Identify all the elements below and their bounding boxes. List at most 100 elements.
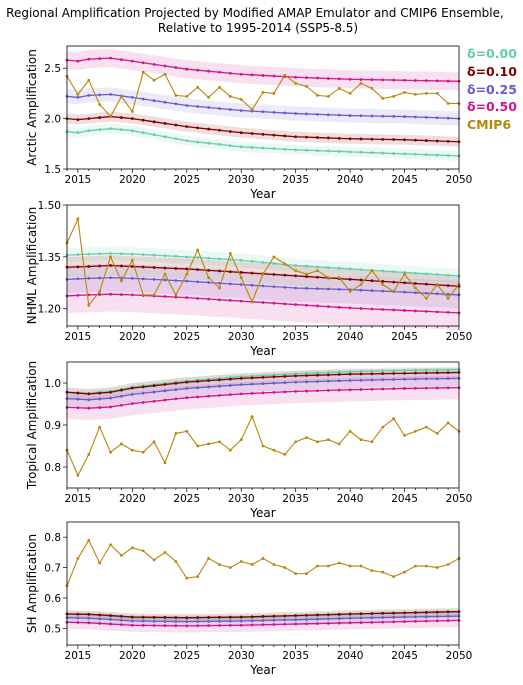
cmip6-point-2047: [424, 296, 428, 300]
cmip6-point-2048: [435, 432, 439, 435]
series-point-δ=0.00-2036: [305, 148, 308, 152]
series-point-δ=0.10-2031: [250, 615, 254, 619]
cmip6-point-2023: [163, 272, 167, 276]
series-point-δ=0.25-2016: [87, 276, 91, 280]
series-point-δ=0.50-2049: [446, 619, 450, 623]
series-point-δ=0.25-2044: [392, 114, 396, 118]
cmip6-point-2040: [348, 290, 352, 293]
cmip6-point-2041: [359, 81, 363, 85]
series-point-δ=0.00-2046: [414, 368, 417, 372]
series-point-δ=0.10-2019: [120, 614, 123, 618]
series-point-δ=0.25-2023: [163, 278, 167, 282]
series-point-δ=0.25-2019: [120, 394, 123, 398]
series-point-δ=0.00-2048: [435, 273, 439, 276]
cmip6-point-2043: [381, 283, 385, 286]
series-point-δ=0.10-2035: [294, 614, 298, 617]
series-point-δ=0.50-2017: [98, 406, 102, 409]
series-point-δ=0.25-2039: [337, 617, 341, 620]
series-point-δ=0.10-2028: [218, 615, 221, 619]
series-point-δ=0.00-2048: [435, 153, 439, 157]
series-point-δ=0.10-2021: [141, 118, 145, 122]
cmip6-point-2033: [272, 448, 276, 452]
series-point-δ=0.00-2043: [381, 269, 385, 273]
cmip6-point-2042: [370, 440, 374, 444]
series-point-δ=0.10-2034: [283, 614, 287, 618]
series-point-δ=0.50-2044: [392, 387, 396, 391]
series-point-δ=0.10-2047: [424, 610, 428, 614]
series-point-δ=0.25-2046: [414, 115, 417, 119]
series-point-δ=0.10-2049: [446, 610, 450, 614]
cmip6-point-2015: [76, 557, 80, 560]
cmip6-point-2047: [424, 91, 428, 95]
series-point-δ=0.50-2033: [272, 74, 276, 78]
series-point-δ=0.50-2031: [250, 392, 254, 395]
series-point-δ=0.50-2028: [218, 70, 221, 74]
series-point-δ=0.50-2021: [141, 61, 145, 65]
series-point-δ=0.10-2018: [109, 264, 112, 267]
series-point-δ=0.25-2037: [316, 112, 319, 116]
series-point-δ=0.10-2017: [98, 391, 102, 395]
cmip6-point-2047: [424, 564, 428, 568]
x-tick-label-2015: 2015: [65, 174, 92, 186]
cmip6-point-2032: [261, 272, 265, 276]
series-point-δ=0.00-2040: [348, 370, 352, 374]
cmip6-point-2028: [218, 286, 221, 290]
series-point-δ=0.10-2015: [76, 265, 80, 269]
cmip6-point-2040: [348, 429, 352, 433]
series-point-δ=0.10-2049: [446, 139, 450, 143]
cmip6-point-2046: [414, 429, 417, 433]
series-point-δ=0.25-2046: [414, 291, 417, 295]
series-point-δ=0.00-2049: [446, 273, 450, 277]
series-point-δ=0.50-2039: [337, 305, 341, 309]
series-point-δ=0.25-2025: [185, 279, 189, 283]
series-point-δ=0.25-2032: [261, 284, 265, 288]
series-point-δ=0.10-2045: [403, 371, 406, 375]
series-point-δ=0.50-2038: [326, 305, 330, 309]
series-point-δ=0.10-2026: [196, 380, 200, 383]
series-point-δ=0.00-2034: [283, 372, 287, 376]
cmip6-point-2030: [239, 98, 243, 101]
series-point-δ=0.50-2046: [414, 309, 417, 313]
series-point-δ=0.25-2025: [185, 387, 189, 390]
series-point-δ=0.25-2019: [120, 618, 123, 622]
x-tick-label-2030: 2030: [228, 493, 255, 505]
series-point-δ=0.10-2048: [435, 139, 439, 143]
series-point-δ=0.10-2037: [316, 613, 319, 617]
series-point-δ=0.00-2041: [359, 370, 363, 373]
series-point-δ=0.25-2034: [283, 285, 287, 289]
y-tick-label-1: 0.6: [44, 593, 61, 605]
series-point-δ=0.25-2027: [207, 385, 210, 389]
series-point-δ=0.10-2033: [272, 614, 276, 618]
series-point-δ=0.50-2019: [120, 58, 123, 62]
series-point-δ=0.10-2027: [207, 268, 210, 272]
series-point-δ=0.50-2048: [435, 619, 439, 623]
series-point-δ=0.00-2039: [337, 266, 341, 270]
series-point-δ=0.50-2037: [316, 389, 319, 393]
series-point-δ=0.25-2045: [403, 377, 406, 381]
series-point-δ=0.10-2036: [305, 135, 308, 139]
series-point-δ=0.10-2034: [283, 134, 287, 138]
series-point-δ=0.50-2019: [120, 293, 123, 296]
series-point-δ=0.50-2016: [87, 57, 91, 61]
cmip6-point-2049: [446, 296, 450, 300]
cmip6-point-2041: [359, 438, 363, 442]
series-point-δ=0.10-2036: [305, 374, 308, 377]
series-point-δ=0.25-2049: [446, 614, 450, 618]
series-point-δ=0.25-2036: [305, 112, 308, 116]
series-point-δ=0.50-2021: [141, 401, 145, 404]
x-tick-label-2035: 2035: [282, 174, 309, 186]
series-point-δ=0.50-2023: [163, 295, 167, 298]
cmip6-point-2026: [196, 85, 200, 89]
series-point-δ=0.50-2043: [381, 387, 385, 391]
cmip6-point-2027: [207, 96, 210, 99]
series-point-δ=0.00-2042: [370, 369, 374, 373]
series-point-δ=0.50-2037: [316, 304, 319, 308]
series-point-δ=0.50-2019: [120, 623, 123, 627]
series-point-δ=0.50-2017: [98, 622, 102, 625]
series-point-δ=0.10-2043: [381, 372, 385, 376]
series-point-δ=0.50-2045: [403, 387, 406, 390]
cmip6-point-2038: [326, 276, 330, 279]
cmip6-point-2043: [381, 97, 385, 100]
series-point-δ=0.50-2043: [381, 308, 385, 311]
